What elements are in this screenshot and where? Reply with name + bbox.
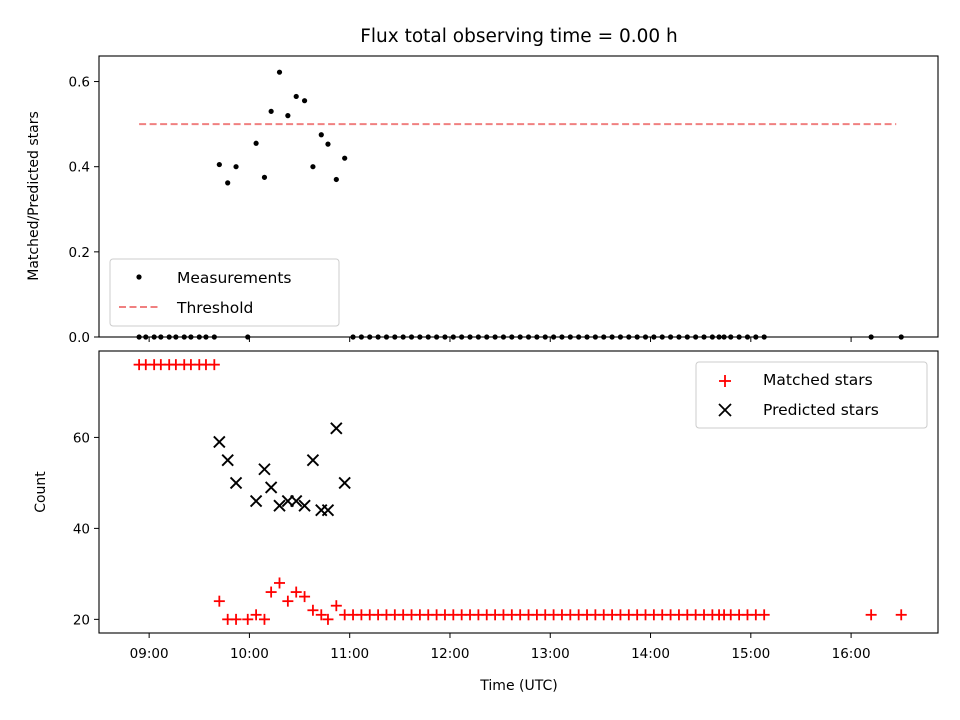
matched-stars-point: [242, 613, 254, 625]
matched-stars-point: [208, 359, 220, 371]
count-y-tick-label: 60: [73, 430, 90, 446]
predicted-stars-point: [221, 453, 234, 467]
predicted-stars-point: [273, 499, 286, 512]
measurement-point: [310, 164, 316, 170]
x-tick-label: 10:00: [230, 646, 269, 662]
measurement-point: [276, 69, 283, 75]
measurement-point: [253, 140, 259, 146]
predicted-stars-point: [330, 422, 343, 435]
ratio-y-tick-label: 0.0: [69, 330, 90, 346]
ratio-y-axis-label: Matched/Predicted stars: [26, 111, 42, 281]
ratio-plot-frame: [98, 55, 939, 338]
legend-label-predicted-stars: Predicted stars: [763, 401, 879, 419]
legend-swatch-predicted-stars: [718, 403, 732, 417]
count-y-axis-label: Count: [33, 471, 49, 513]
count-legend-frame: [695, 361, 928, 429]
measurement-point: [233, 164, 239, 170]
matched-stars-point: [865, 609, 877, 621]
legend-label-matched-stars: Matched stars: [763, 371, 873, 389]
predicted-stars-point: [213, 435, 226, 449]
legend-label-threshold: Threshold: [176, 299, 253, 317]
x-tick-label: 14:00: [631, 646, 670, 662]
count-y-axis: 20 40 60: [73, 430, 99, 628]
matched-stars-point: [315, 609, 327, 621]
matched-stars-point: [895, 609, 907, 621]
ratio-legend: Measurements Threshold: [109, 258, 340, 327]
ratio-panel: Flux total observing time = 0.00 h 0.00.…: [26, 26, 939, 346]
predicted-stars-point: [264, 481, 278, 494]
count-plot-marks: [133, 359, 907, 625]
predicted-stars-point: [338, 476, 351, 490]
matched-stars-point: [758, 609, 770, 621]
measurement-point: [293, 93, 299, 100]
predicted-stars-point: [321, 504, 335, 517]
measurement-point: [318, 132, 324, 138]
matched-stars-point: [230, 613, 242, 625]
measurement-point: [261, 174, 268, 180]
measurement-point: [325, 141, 331, 147]
measurement-point: [301, 98, 308, 104]
matched-stars-point: [274, 577, 286, 589]
ratio-y-tick-label: 0.6: [69, 75, 90, 91]
matched-stars-point: [258, 613, 270, 625]
matched-stars-point: [290, 586, 302, 598]
x-tick-label: 15:00: [731, 646, 770, 662]
x-tick-label: 09:00: [130, 646, 169, 662]
legend-swatch-measurements: [136, 274, 142, 280]
x-tick-label: 12:00: [431, 646, 470, 662]
count-legend: Matched stars Predicted stars: [695, 361, 928, 429]
x-tick-label: 11:00: [330, 646, 369, 662]
x-tick-label: 16:00: [832, 646, 871, 662]
ratio-y-axis: 0.0 0.2 0.4 0.6: [69, 75, 99, 346]
matched-stars-point: [213, 595, 225, 607]
measurement-point: [333, 176, 339, 183]
count-y-tick-label: 20: [73, 612, 90, 628]
predicted-stars-point: [258, 463, 271, 476]
ratio-x-axis-ticks: [148, 337, 852, 342]
measurement-point: [342, 155, 348, 161]
measurement-point: [225, 180, 231, 186]
predicted-stars-point: [306, 453, 320, 467]
measurement-point: [216, 161, 222, 168]
matched-stars-point: [299, 591, 311, 603]
predicted-stars-point: [229, 476, 243, 490]
legend-swatch-matched-stars: [719, 375, 731, 387]
predicted-stars-point: [298, 499, 311, 512]
matched-stars-point: [322, 613, 334, 625]
matched-stars-point: [282, 595, 294, 607]
x-axis-label: Time (UTC): [479, 678, 557, 694]
x-tick-label: 13:00: [531, 646, 570, 662]
matched-stars-point: [250, 609, 262, 621]
ratio-legend-frame: [109, 258, 340, 327]
legend-label-measurements: Measurements: [177, 269, 292, 287]
measurement-point: [268, 108, 274, 114]
predicted-stars-point: [290, 494, 303, 508]
predicted-stars-point: [249, 494, 263, 508]
chart-title: Flux total observing time = 0.00 h: [360, 26, 678, 47]
ratio-y-tick-label: 0.4: [69, 160, 90, 176]
count-y-tick-label: 40: [73, 521, 90, 537]
count-plot-frame: [98, 350, 939, 634]
matched-stars-point: [307, 604, 319, 616]
measurement-point: [285, 113, 291, 119]
matched-stars-point: [330, 600, 342, 612]
count-x-axis: 09:00 10:00 11:00 12:00 13:00 14:00 15:00 16:00: [130, 633, 871, 662]
ratio-y-tick-label: 0.2: [69, 245, 90, 261]
count-panel: 20 40 60 09:00 10:00 11:00 12:00 13:00 14:00 15:…: [33, 350, 939, 694]
matched-stars-point: [265, 586, 277, 598]
